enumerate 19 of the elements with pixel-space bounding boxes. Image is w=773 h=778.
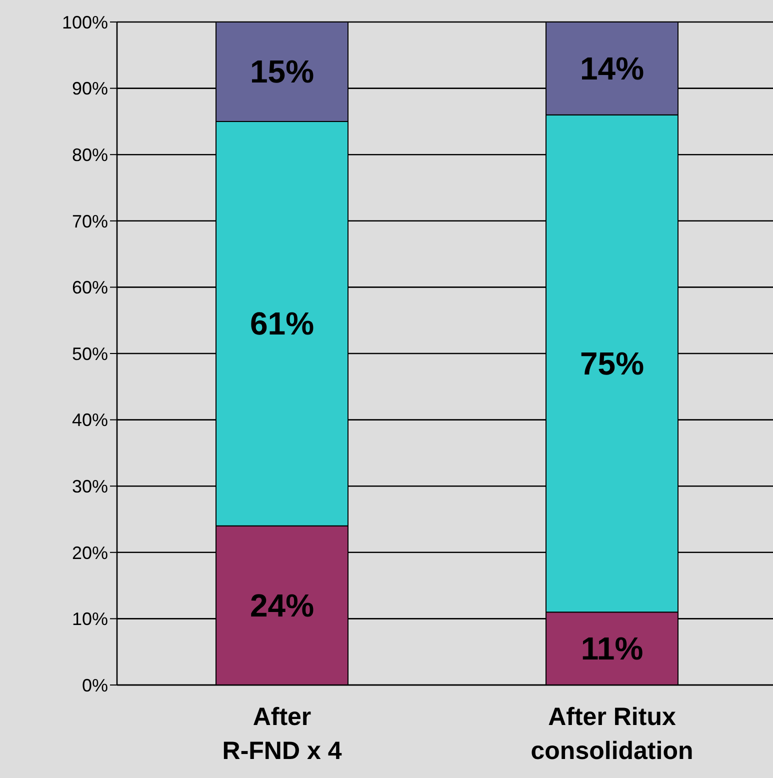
y-tick-label: 0% (82, 675, 108, 696)
y-tick-label: 50% (72, 344, 108, 364)
y-tick-label: 20% (72, 542, 108, 563)
x-tick-label: After R-FND x 4 (222, 703, 342, 765)
y-tick-label: 90% (72, 78, 108, 99)
data-label: 24% (250, 587, 314, 624)
y-tick-label: 30% (72, 476, 108, 496)
data-label: 11% (580, 630, 644, 667)
y-tick-label: 80% (72, 144, 108, 165)
data-label: 61% (250, 306, 314, 342)
data-label: 14% (580, 50, 644, 86)
y-tick-label: 60% (72, 278, 108, 298)
x-tick-label: After Ritux consolidation (530, 703, 694, 765)
y-tick-label: 70% (72, 211, 108, 232)
data-label: 75% (580, 345, 644, 382)
data-label: 15% (250, 54, 314, 90)
y-tick-label: 40% (72, 410, 108, 430)
y-tick-label: 100% (62, 12, 108, 32)
y-tick-label: 10% (72, 609, 108, 630)
